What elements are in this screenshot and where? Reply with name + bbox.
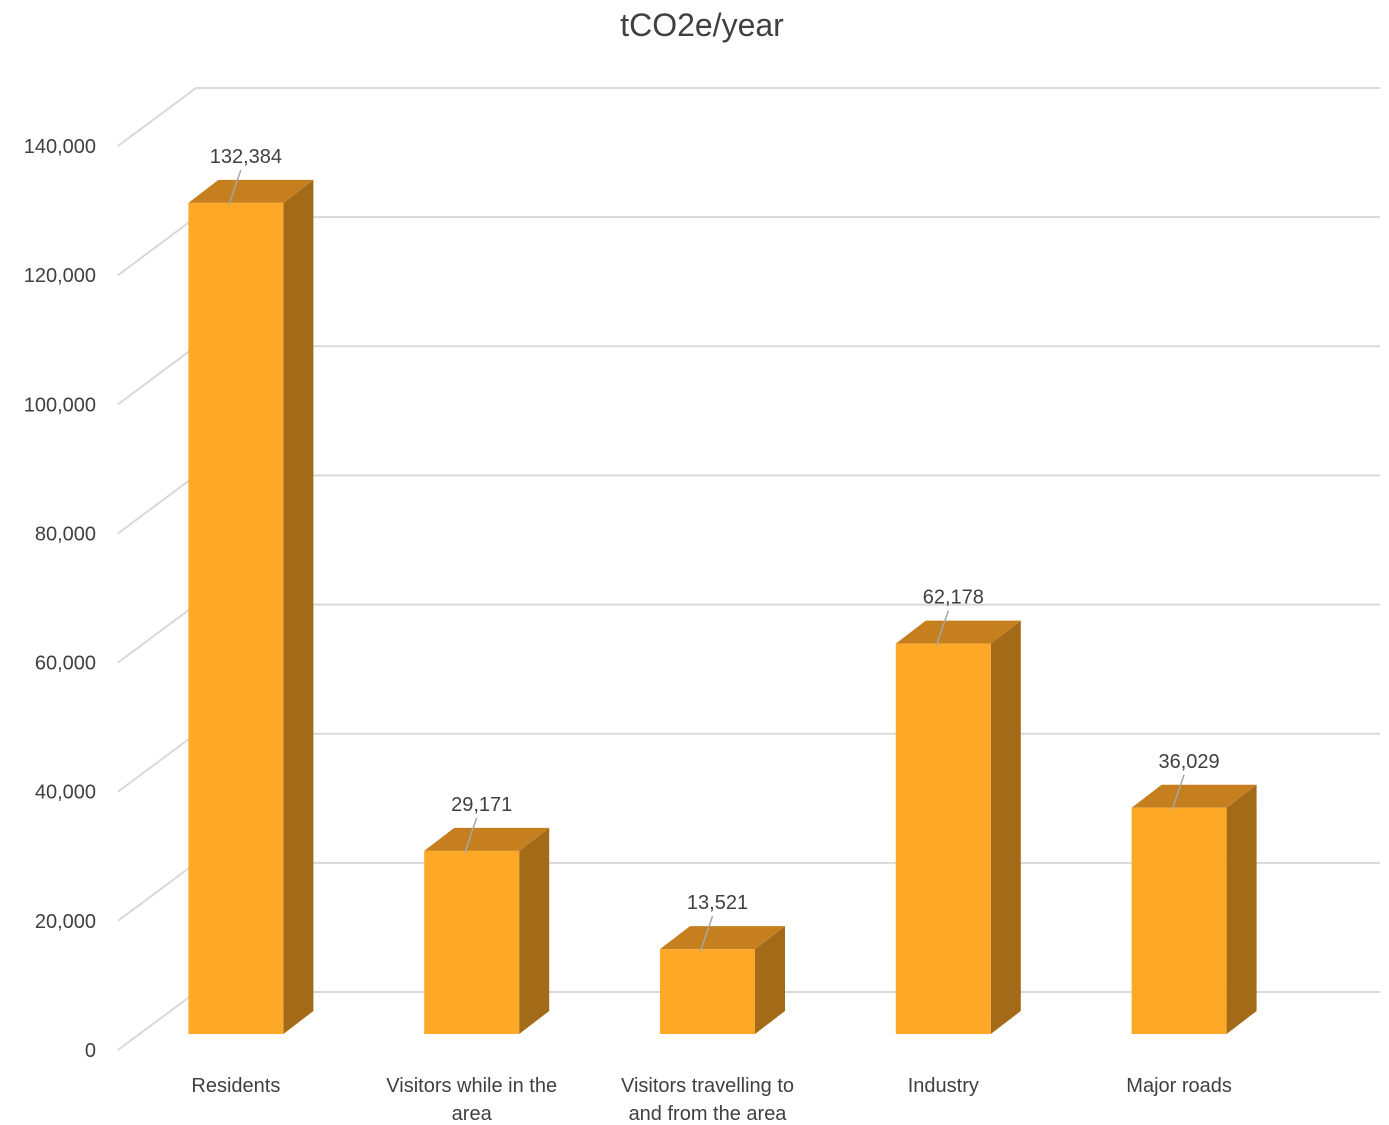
chart-title: tCO2e/year [620,7,784,43]
bar-front [1131,807,1227,1034]
data-labels: 132,384 29,171 13,521 62,178 36,029 [210,146,1220,952]
x-category-label: Visitors travelling to and from the area [621,1075,794,1125]
data-label-leader [1171,774,1185,811]
bar-top [1131,784,1257,808]
bar [1131,784,1257,1034]
bar-front [188,202,284,1034]
bar-top [188,179,314,203]
x-category-label: Industry [908,1075,979,1097]
data-label-leader [228,169,242,206]
bar-front [895,643,991,1034]
y-tick-label: 40,000 [35,782,96,804]
data-label: 62,178 [923,587,984,609]
bar-top [424,827,550,851]
bar-top [660,926,785,950]
y-axis-ticks: 0 20,000 40,000 60,000 80,000 100,000 120,000 1… [24,136,96,1062]
bar-side [519,827,550,1034]
y-tick-label: 20,000 [35,911,96,933]
y-tick-label: 60,000 [35,653,96,675]
y-tick-label: 0 [85,1040,96,1062]
data-label: 13,521 [687,892,748,914]
y-tick-label: 100,000 [24,394,96,416]
data-label-leader [463,817,478,854]
x-category-label-line: Visitors while in the [386,1075,557,1097]
y-tick-label: 80,000 [35,523,96,545]
x-category-label: Visitors while in the area [386,1075,557,1125]
data-label: 132,384 [210,146,282,168]
bar-side [283,179,314,1034]
bar-front [660,949,755,1034]
x-category-label: Major roads [1126,1075,1232,1097]
x-category-label: Residents [191,1075,280,1097]
x-category-label-line: Residents [191,1075,280,1097]
data-label-leader [935,610,950,646]
bar-side [1226,784,1257,1034]
data-label-leader [699,915,714,952]
y-tick-label: 140,000 [24,136,96,158]
gridline [117,87,1380,147]
bar [424,827,550,1034]
data-label: 29,171 [451,794,512,816]
bar-front [424,850,520,1034]
bar-side [990,620,1021,1034]
bar [895,620,1021,1034]
x-category-label-line: Industry [908,1075,979,1097]
x-axis-categories: Residents Visitors while in the areaVisito… [191,1075,1231,1125]
bar-top [895,620,1021,644]
data-label: 36,029 [1159,751,1220,773]
x-category-label-line: Visitors travelling to [621,1075,794,1097]
bar [188,179,314,1034]
y-tick-label: 120,000 [24,265,96,287]
x-category-label-line: and from the area [629,1103,788,1125]
bar-side [755,926,785,1034]
bars [188,179,1257,1034]
bar [660,926,785,1034]
x-category-label-line: area [452,1103,493,1125]
x-category-label-line: Major roads [1126,1075,1232,1097]
